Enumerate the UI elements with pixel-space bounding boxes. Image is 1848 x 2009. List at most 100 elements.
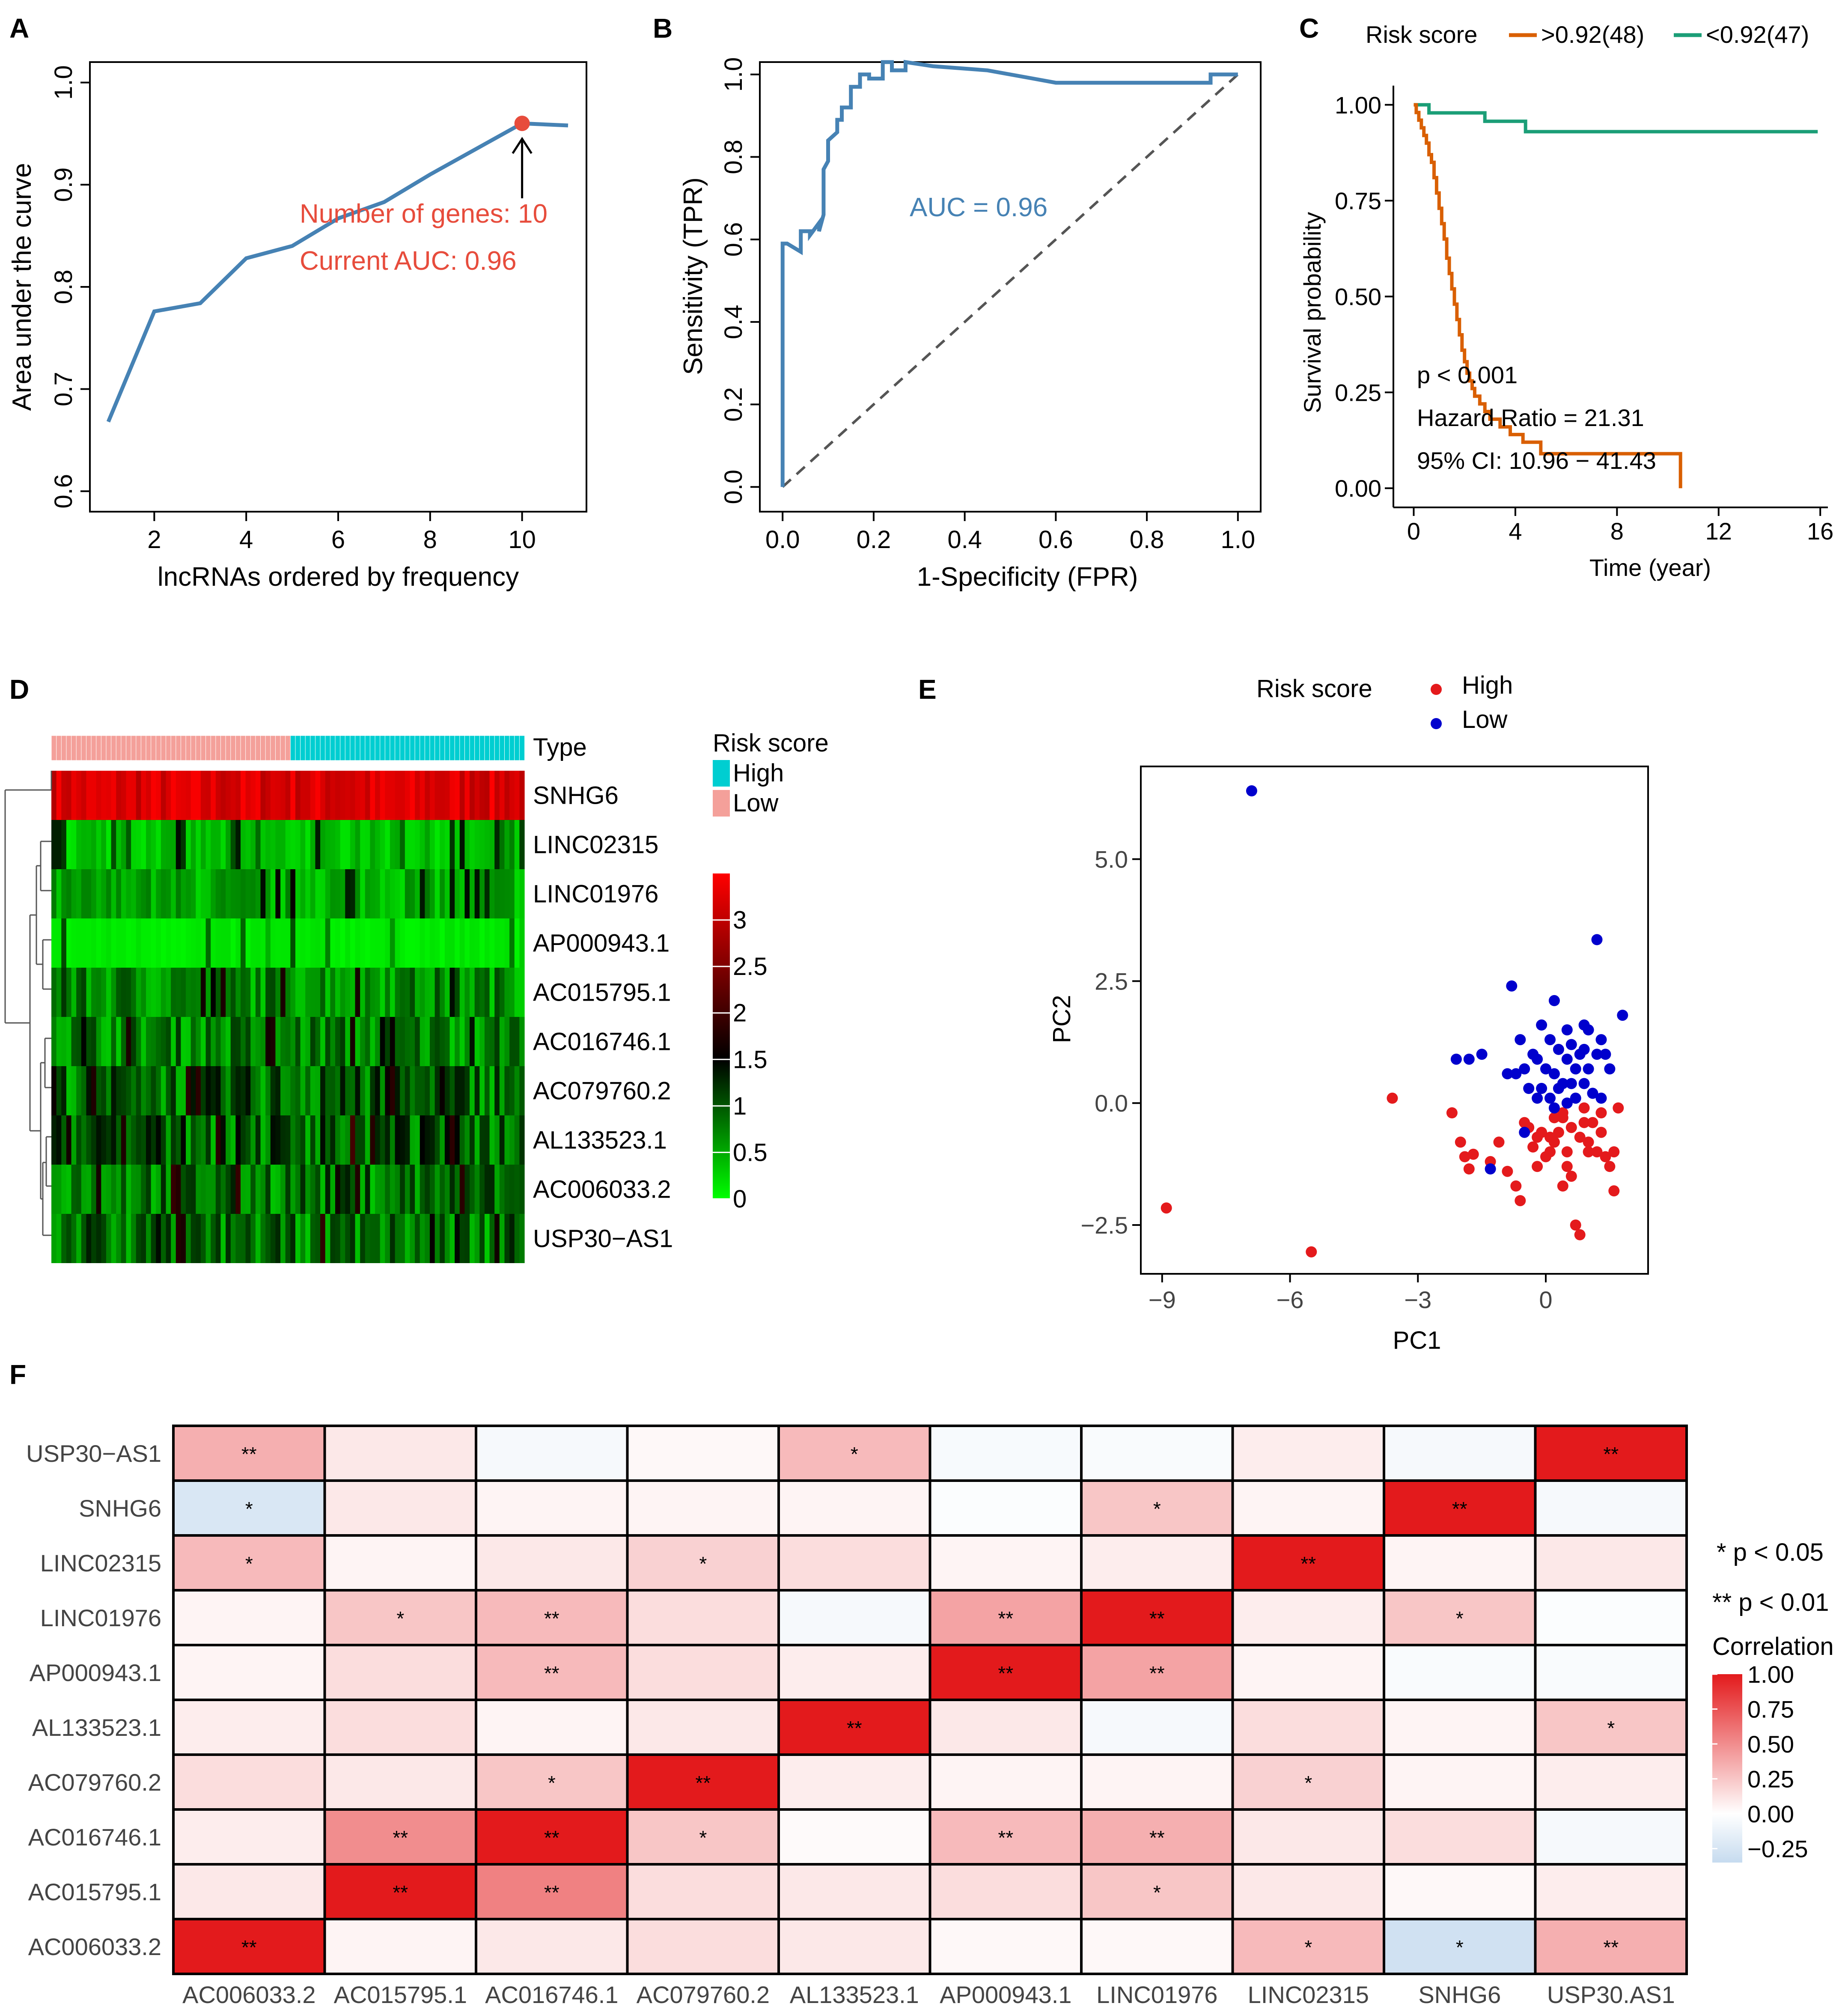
panel-d-heatmap-cell	[61, 1165, 67, 1214]
panel-d-heatmap-cell	[220, 1115, 226, 1165]
panel-d-heatmap-cell	[270, 1017, 276, 1066]
panel-d-heatmap-cell	[434, 1066, 440, 1115]
panel-d-heatmap-cell	[459, 968, 465, 1017]
panel-f-cell	[1080, 1644, 1234, 1701]
panel-d-heatmap-cell	[71, 1017, 77, 1066]
panel-d-heatmap-cell	[116, 1214, 122, 1263]
panel-d-heatmap-cell	[171, 1115, 176, 1165]
panel-c-legend-high-label: >0.92(48)	[1541, 21, 1644, 48]
panel-d-heatmap-cell	[459, 1017, 465, 1066]
panel-d-heatmap-cell	[300, 820, 306, 869]
panel-d-heatmap-cell	[410, 1214, 415, 1263]
panel-d-heatmap-cell	[310, 918, 316, 968]
panel-d-heatmap-cell	[61, 918, 67, 968]
panel-f-cell-significance: **	[998, 1827, 1013, 1849]
panel-d-heatmap-cell	[230, 1115, 236, 1165]
panel-f-cell	[172, 1808, 326, 1866]
panel-d-heatmap-cell	[489, 771, 495, 820]
panel-f-cell-significance: **	[1603, 1443, 1619, 1465]
panel-d-heatmap-cell	[181, 1165, 186, 1214]
panel-d-heatmap-cell	[146, 918, 152, 968]
panel-d-heatmap-cell	[111, 771, 116, 820]
panel-d-heatmap-cell	[509, 968, 515, 1017]
panel-e-point-low	[1510, 1068, 1522, 1079]
panel-d-type-cell	[81, 735, 87, 761]
panel-d-heatmap-cell	[395, 1017, 400, 1066]
panel-d-heatmap-cell	[101, 1165, 107, 1214]
panel-d-heatmap-cell	[86, 869, 92, 918]
panel-d-heatmap-cell	[270, 918, 276, 968]
panel-d-heatmap-cell	[200, 771, 206, 820]
panel-d-heatmap-cell	[420, 771, 425, 820]
panel-d-heatmap-cell	[385, 1165, 390, 1214]
panel-d-heatmap-cell	[245, 771, 251, 820]
panel-d-heatmap-cell	[226, 1165, 231, 1214]
panel-d-type-cell	[265, 735, 271, 761]
panel-d-heatmap-cell	[205, 1115, 211, 1165]
panel-d-heatmap-cell	[310, 1017, 316, 1066]
panel-d-heatmap-cell	[285, 820, 291, 869]
panel-d-heatmap-cell	[440, 968, 445, 1017]
panel-d-heatmap-cell	[241, 1115, 246, 1165]
panel-f-cell	[928, 1918, 1083, 1975]
panel-d-heatmap-cell	[61, 1214, 67, 1263]
panel-d-heatmap-cell	[241, 1214, 246, 1263]
panel-d-heatmap-cell	[166, 1017, 171, 1066]
panel-d-heatmap-cell	[156, 869, 161, 918]
panel-d-heatmap-cell	[430, 918, 435, 968]
panel-d-heatmap-cell	[425, 1115, 430, 1165]
panel-d-heatmap-cell	[420, 1165, 425, 1214]
panel-d-heatmap-cell	[245, 1066, 251, 1115]
panel-d-heatmap-cell	[101, 1214, 107, 1263]
panel-e-point-high	[1587, 1117, 1598, 1128]
panel-f-row-label: AC079760.2	[28, 1769, 161, 1796]
panel-d-heatmap-cell	[320, 771, 326, 820]
panel-d-heatmap-cell	[310, 869, 316, 918]
panel-d-heatmap-cell	[250, 968, 256, 1017]
panel-d-heatmap-cell	[181, 1017, 186, 1066]
panel-d-heatmap-cell	[479, 1165, 485, 1214]
panel-d-heatmap-cell	[131, 1115, 137, 1165]
panel-f-cell	[626, 1589, 780, 1646]
panel-d-heatmap-cell	[484, 918, 490, 968]
panel-d-type-cell	[499, 735, 505, 761]
panel-d-heatmap-cell	[265, 1214, 271, 1263]
panel-d-heatmap-cell	[146, 1066, 152, 1115]
panel-d-heatmap-cell	[415, 1115, 420, 1165]
panel-d-heatmap-cell	[91, 1066, 97, 1115]
panel-f-cell	[1534, 1534, 1688, 1592]
panel-d-type-cell	[106, 735, 112, 761]
panel-d-heatmap-cell	[106, 1017, 112, 1066]
panel-f-cell-significance: **	[241, 1443, 257, 1465]
panel-d-heatmap-cell	[405, 820, 411, 869]
panel-d-heatmap-cell	[390, 968, 396, 1017]
panel-d-heatmap-cell	[330, 820, 336, 869]
panel-d-heatmap-cell	[250, 1115, 256, 1165]
panel-f-column-label: AC006033.2	[182, 1981, 315, 2008]
panel-d-heatmap-cell	[161, 820, 167, 869]
panel-d-heatmap-cell	[141, 1017, 146, 1066]
panel-d-heatmap-cell	[420, 918, 425, 968]
panel-d-heatmap-cell	[255, 1066, 261, 1115]
panel-d-heatmap-cell	[380, 1214, 385, 1263]
panel-e-point-high	[1600, 1151, 1611, 1162]
panel-d-heatmap-cell	[459, 1214, 465, 1263]
panel-e-legend-low-dot	[1431, 718, 1442, 729]
panel-d-heatmap-cell	[410, 1066, 415, 1115]
panel-e-point-high	[1510, 1180, 1522, 1192]
panel-d-heatmap-cell	[305, 918, 311, 968]
panel-f-cell-significance: **	[544, 1881, 559, 1904]
panel-d-heatmap-cell	[449, 1115, 455, 1165]
panel-d-heatmap-cell	[136, 1066, 141, 1115]
panel-f-column-label: LINC01976	[1096, 1981, 1217, 2008]
panel-d-heatmap-cell	[494, 1214, 500, 1263]
panel-e-point-low	[1595, 1092, 1607, 1104]
panel-d-heatmap-cell	[211, 869, 216, 918]
panel-d-type-cell	[155, 735, 161, 761]
panel-letter-c: C	[1299, 13, 1319, 44]
panel-d-heatmap-cell	[220, 968, 226, 1017]
panel-d-heatmap-cell	[285, 1115, 291, 1165]
panel-d-heatmap-cell	[410, 1017, 415, 1066]
panel-d-heatmap-cell	[385, 1066, 390, 1115]
